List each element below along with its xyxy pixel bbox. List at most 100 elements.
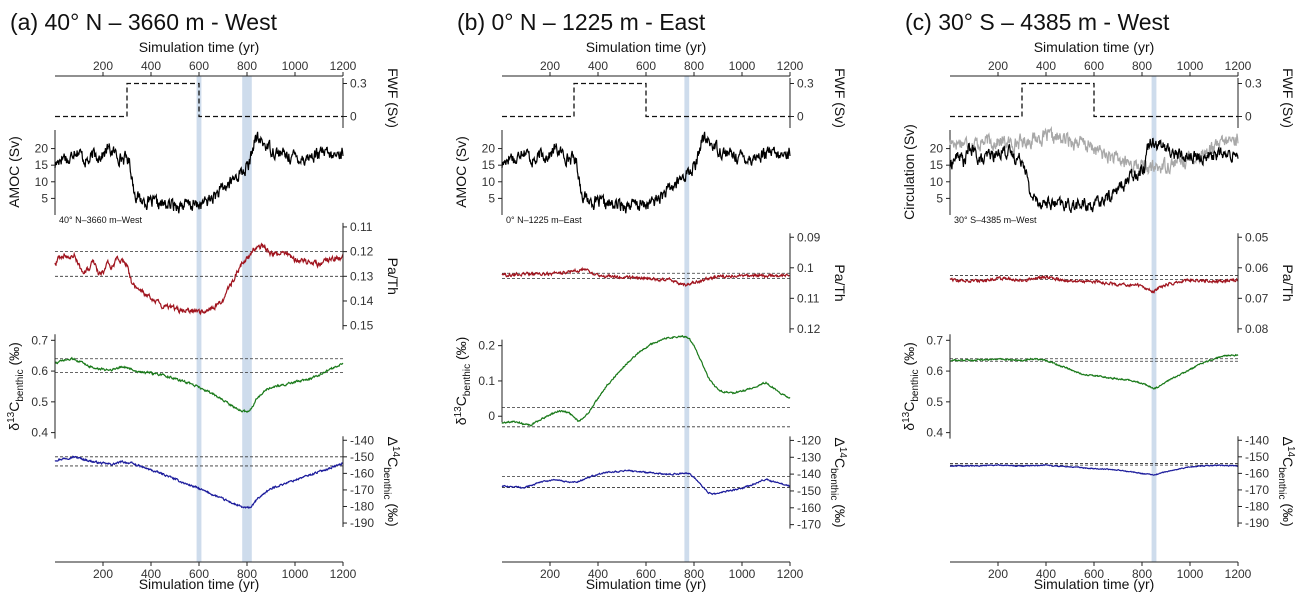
- d14c-tick-label: -170: [1245, 483, 1269, 497]
- d14c-tick-label: -180: [350, 499, 374, 513]
- circulation-tick-label: 10: [35, 175, 49, 189]
- circulation-tick-label: 5: [41, 191, 48, 205]
- pa-th-tick-label: 0.05: [1245, 230, 1269, 244]
- fwf-line: [950, 82, 1238, 118]
- d14c-tick-label: -170: [797, 518, 821, 532]
- bottom-x-tick-label: 200: [540, 567, 560, 581]
- d14c-tick-label: -140: [1245, 433, 1269, 447]
- circulation-series-line: [54, 131, 344, 214]
- panel-b: (b) 0° N – 1225 m - East Simulation time …: [453, 9, 848, 592]
- panel-title: (b) 0° N – 1225 m - East: [457, 9, 706, 35]
- highlight-band: [1151, 76, 1157, 562]
- d13c-axis-label: δ13Cbenthic (‰): [6, 342, 26, 431]
- top-x-tick-label: 200: [93, 59, 113, 73]
- bottom-x-tick-label: 1000: [282, 567, 309, 581]
- pa-th-axis-label: Pa/Th: [1280, 264, 1296, 301]
- top-x-tick-label: 600: [1084, 59, 1104, 73]
- highlight-band: [684, 76, 690, 562]
- bottom-x-tick-label: 600: [1084, 567, 1104, 581]
- bottom-x-axis-label: Simulation time (yr): [1034, 576, 1155, 592]
- d13c-tick-label: 0.7: [926, 333, 943, 347]
- bottom-x-tick-label: 400: [588, 567, 608, 581]
- panel-title: (a) 40° N – 3660 m - West: [10, 9, 278, 35]
- top-x-axis-label: Simulation time (yr): [139, 39, 260, 55]
- d14c-tick-label: -140: [350, 433, 374, 447]
- d14c-axis-label: Δ14Cbenthic (‰): [381, 437, 401, 527]
- circulation-tick-label: 10: [930, 175, 944, 189]
- top-x-tick-label: 1000: [282, 59, 309, 73]
- d14c-tick-label: -190: [350, 516, 374, 530]
- circulation-axis-label: Circulation (Sv): [901, 124, 917, 220]
- bottom-x-axis-label: Simulation time (yr): [139, 576, 260, 592]
- d13c-line: [54, 356, 344, 414]
- pa-th-tick-label: 0.13: [350, 269, 374, 283]
- fwf-axis-label: FWF (Sv): [1280, 68, 1296, 128]
- fwf-axis-label: FWF (Sv): [832, 68, 848, 128]
- pa-th-line: [949, 274, 1239, 294]
- panel-c: (c) 30° S – 4385 m - West Simulation time…: [901, 9, 1296, 592]
- d14c-tick-label: -170: [350, 483, 374, 497]
- d13c-tick-label: 0.5: [926, 395, 943, 409]
- top-x-tick-label: 200: [540, 59, 560, 73]
- d13c-tick-label: 0: [488, 409, 495, 423]
- d14c-tick-label: -150: [797, 484, 821, 498]
- top-x-tick-label: 400: [588, 59, 608, 73]
- top-x-tick-label: 1200: [777, 59, 804, 73]
- top-x-axis-label: Simulation time (yr): [1034, 39, 1155, 55]
- bottom-x-tick-label: 800: [1132, 567, 1152, 581]
- bottom-x-tick-label: 400: [141, 567, 161, 581]
- fwf-tick-label: 0.3: [350, 77, 367, 91]
- d13c-tick-label: 0.6: [926, 364, 943, 378]
- top-x-tick-label: 1000: [729, 59, 756, 73]
- circulation-tick-label: 5: [936, 191, 943, 205]
- circulation-tick-label: 20: [930, 142, 944, 156]
- pa-th-tick-label: 0.07: [1245, 291, 1269, 305]
- top-x-tick-label: 800: [684, 59, 704, 73]
- d13c-line: [501, 334, 791, 427]
- pa-th-tick-label: 0.1: [797, 261, 814, 275]
- fwf-tick-label: 0.3: [797, 77, 814, 91]
- d14c-tick-label: -120: [797, 433, 821, 447]
- top-x-tick-label: 400: [1036, 59, 1056, 73]
- bottom-x-tick-label: 800: [237, 567, 257, 581]
- circulation-tick-label: 15: [930, 158, 944, 172]
- circulation-axis-label: AMOC (Sv): [6, 136, 22, 208]
- d14c-axis-label: Δ14Cbenthic (‰): [1276, 437, 1296, 527]
- d14c-tick-label: -140: [797, 467, 821, 481]
- d14c-tick-label: -150: [350, 450, 374, 464]
- pa-th-tick-label: 0.12: [797, 322, 821, 336]
- bottom-x-tick-label: 800: [684, 567, 704, 581]
- highlight-band: [242, 76, 252, 562]
- d13c-tick-label: 0.2: [478, 339, 495, 353]
- site-label: 30° S–4385 m–West: [954, 215, 1037, 225]
- bottom-x-tick-label: 1000: [729, 567, 756, 581]
- d13c-tick-label: 0.4: [31, 426, 48, 440]
- pa-th-tick-label: 0.14: [350, 294, 374, 308]
- bottom-x-tick-label: 1200: [777, 567, 804, 581]
- site-label: 40° N–3660 m–West: [59, 215, 142, 225]
- pa-th-tick-label: 0.08: [1245, 322, 1269, 336]
- d13c-tick-label: 0.7: [31, 333, 48, 347]
- top-x-axis-label: Simulation time (yr): [586, 39, 707, 55]
- d13c-tick-label: 0.4: [926, 426, 943, 440]
- bottom-x-tick-label: 200: [93, 567, 113, 581]
- bottom-x-axis-label: Simulation time (yr): [586, 576, 707, 592]
- circulation-tick-label: 20: [482, 142, 496, 156]
- pa-th-tick-label: 0.09: [797, 230, 821, 244]
- fwf-axis-label: FWF (Sv): [385, 68, 401, 128]
- top-x-tick-label: 800: [1132, 59, 1152, 73]
- highlight-band: [196, 76, 202, 562]
- top-x-tick-label: 200: [988, 59, 1008, 73]
- circulation-series-line: [949, 125, 1239, 176]
- bottom-x-tick-label: 200: [988, 567, 1008, 581]
- site-label: 0° N–1225 m–East: [506, 215, 582, 225]
- bottom-x-tick-label: 600: [636, 567, 656, 581]
- bottom-x-tick-label: 600: [189, 567, 209, 581]
- pa-th-tick-label: 0.06: [1245, 261, 1269, 275]
- d13c-line: [949, 353, 1239, 390]
- d13c-axis-label: δ13Cbenthic (‰): [453, 337, 473, 426]
- fwf-line: [55, 82, 343, 118]
- circulation-tick-label: 15: [482, 158, 496, 172]
- d14c-tick-label: -160: [1245, 466, 1269, 480]
